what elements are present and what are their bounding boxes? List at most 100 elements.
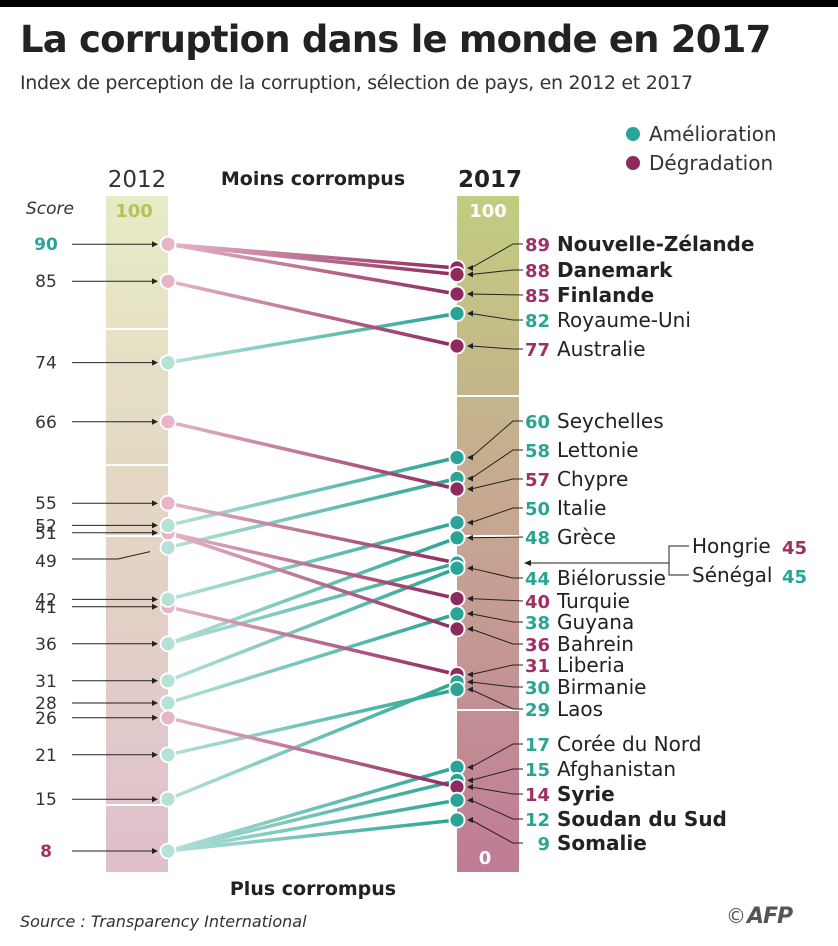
slope-line-chypre xyxy=(166,420,459,491)
dot-2017-seychelles xyxy=(448,449,466,466)
country-label-afghanistan: Afghanistan xyxy=(557,757,676,781)
country-label-soudan-du-sud: Soudan du Sud xyxy=(557,807,727,831)
slope-line-guyana xyxy=(166,612,459,705)
slope-line-seychelles xyxy=(166,455,459,528)
left-tick-arrowhead-21 xyxy=(152,751,158,758)
value-2017-australie: 77 xyxy=(525,340,550,361)
label-arrowhead-guyana xyxy=(467,610,473,617)
left-tick-label-74: 74 xyxy=(35,354,57,374)
left-tick-label-8: 8 xyxy=(40,842,52,862)
left-tick-arrowhead-28 xyxy=(152,700,158,706)
label-pointer-lettonie xyxy=(470,449,523,479)
chart-subtitle: Index de perception de la corruption, sé… xyxy=(20,72,693,94)
label-pointer-royaume-uni xyxy=(470,313,523,321)
label-arrowhead-soudan-du-sud xyxy=(467,797,473,804)
value-2017-seychelles: 60 xyxy=(525,412,550,433)
callout-arrowhead xyxy=(524,560,531,566)
label-arrowhead-grece xyxy=(467,534,473,541)
label-arrowhead-turquie xyxy=(467,595,473,602)
left-tick-label-26: 26 xyxy=(35,709,57,729)
label-arrowhead-lettonie xyxy=(467,475,473,482)
label-arrowhead-italie xyxy=(467,519,473,526)
slope-line-italie xyxy=(166,520,459,602)
label-arrowhead-afghanistan xyxy=(467,777,473,784)
country-label-lettonie: Lettonie xyxy=(557,438,639,462)
left-tick-label-85: 85 xyxy=(35,272,57,292)
dot-2012-score-15 xyxy=(159,790,177,808)
dot-2017-soudan-du-sud xyxy=(448,791,466,809)
dot-2012-score-36 xyxy=(159,635,177,653)
left-tick-label-66: 66 xyxy=(35,413,57,433)
value-2017-liberia: 31 xyxy=(525,656,550,677)
left-tick-label-31: 31 xyxy=(35,672,57,692)
left-tick-arrowhead-74 xyxy=(152,359,158,366)
chart-title: La corruption dans le monde en 2017 xyxy=(20,18,771,61)
slope-line-royaume-uni xyxy=(166,311,459,365)
label-arrowhead-danemark xyxy=(467,271,473,278)
country-label-birmanie: Birmanie xyxy=(557,675,646,699)
country-label-nouvelle-zelande: Nouvelle-Zélande xyxy=(557,232,754,256)
country-label-liberia: Liberia xyxy=(557,653,625,677)
dots-2017 xyxy=(448,259,466,829)
right-country-labels: 89 Nouvelle-Zélande 88 Danemark 85 Finlande 82… xyxy=(467,232,754,855)
left-tick-label-21: 21 xyxy=(35,746,57,766)
copyright-symbol: © xyxy=(726,904,746,928)
label-pointer-birmanie xyxy=(470,681,523,688)
column-2012-header: 2012 xyxy=(108,167,167,193)
label-arrowhead-syrie xyxy=(467,784,473,790)
label-pointer-coree-du-nord xyxy=(470,743,523,768)
column-2017-band xyxy=(457,196,519,872)
dot-2017-bielorussie xyxy=(448,559,466,577)
dot-2017-turquie xyxy=(448,590,466,607)
column-2012-band xyxy=(106,196,168,872)
slope-line-afghanistan xyxy=(166,778,459,853)
left-tick-label-51: 51 xyxy=(35,524,57,544)
value-2017-nouvelle-zelande: 89 xyxy=(525,235,550,256)
left-tick-label-15: 15 xyxy=(35,790,57,810)
legend-down-label: Dégradation xyxy=(649,151,773,175)
scale-max-2012: 100 xyxy=(115,201,153,222)
dot-2017-royaume-uni xyxy=(448,305,466,322)
value-2017-royaume-uni: 82 xyxy=(525,311,550,332)
hongrie-senegal-callout: Hongrie 45 Sénégal 45 xyxy=(524,534,807,588)
legend: Amélioration Dégradation xyxy=(626,122,777,175)
label-pointer-finlande xyxy=(470,293,524,296)
label-pointer-nouvelle-zelande xyxy=(470,243,523,269)
label-pointer-bahrein xyxy=(470,628,523,645)
dot-2017-australie xyxy=(448,337,466,355)
left-tick-arrowhead-15 xyxy=(152,796,158,803)
value-2017-afghanistan: 15 xyxy=(525,760,550,781)
left-tick-label-42: 42 xyxy=(35,590,57,610)
value-2017-syrie: 14 xyxy=(525,785,550,806)
label-pointer-syrie xyxy=(470,786,523,795)
country-label-senegal: Sénégal xyxy=(692,563,773,587)
left-tick-label-36: 36 xyxy=(35,635,57,655)
country-label-chypre: Chypre xyxy=(557,467,628,491)
value-2017-italie: 50 xyxy=(525,499,550,520)
value-2017-hongrie: 45 xyxy=(782,538,807,559)
dot-2017-finlande xyxy=(448,285,466,303)
column-2017-header: 2017 xyxy=(458,167,522,193)
dot-2012-score-8 xyxy=(159,842,177,860)
left-tick-arrowhead-52 xyxy=(152,522,158,529)
dot-2017-grece xyxy=(448,529,466,547)
dot-2017-bahrein xyxy=(448,620,466,638)
label-arrowhead-somalie xyxy=(467,817,473,823)
label-arrowhead-bahrein xyxy=(467,626,473,632)
legend-up-label: Amélioration xyxy=(649,122,777,146)
country-label-syrie: Syrie xyxy=(557,782,615,806)
left-tick-arrowhead-55 xyxy=(152,500,158,507)
label-arrowhead-chypre xyxy=(467,486,473,492)
value-2017-soudan-du-sud: 12 xyxy=(525,810,550,831)
left-tick-arrowhead-51 xyxy=(152,529,158,536)
country-label-australie: Australie xyxy=(557,337,646,361)
country-label-turquie: Turquie xyxy=(556,589,630,613)
label-pointer-australie xyxy=(470,345,523,350)
dot-2012-score-28 xyxy=(159,694,177,712)
label-arrowhead-australie xyxy=(467,343,473,349)
value-2017-bielorussie: 44 xyxy=(525,569,550,590)
legend-down-marker xyxy=(626,156,640,170)
dot-2012-score-31 xyxy=(159,672,177,690)
